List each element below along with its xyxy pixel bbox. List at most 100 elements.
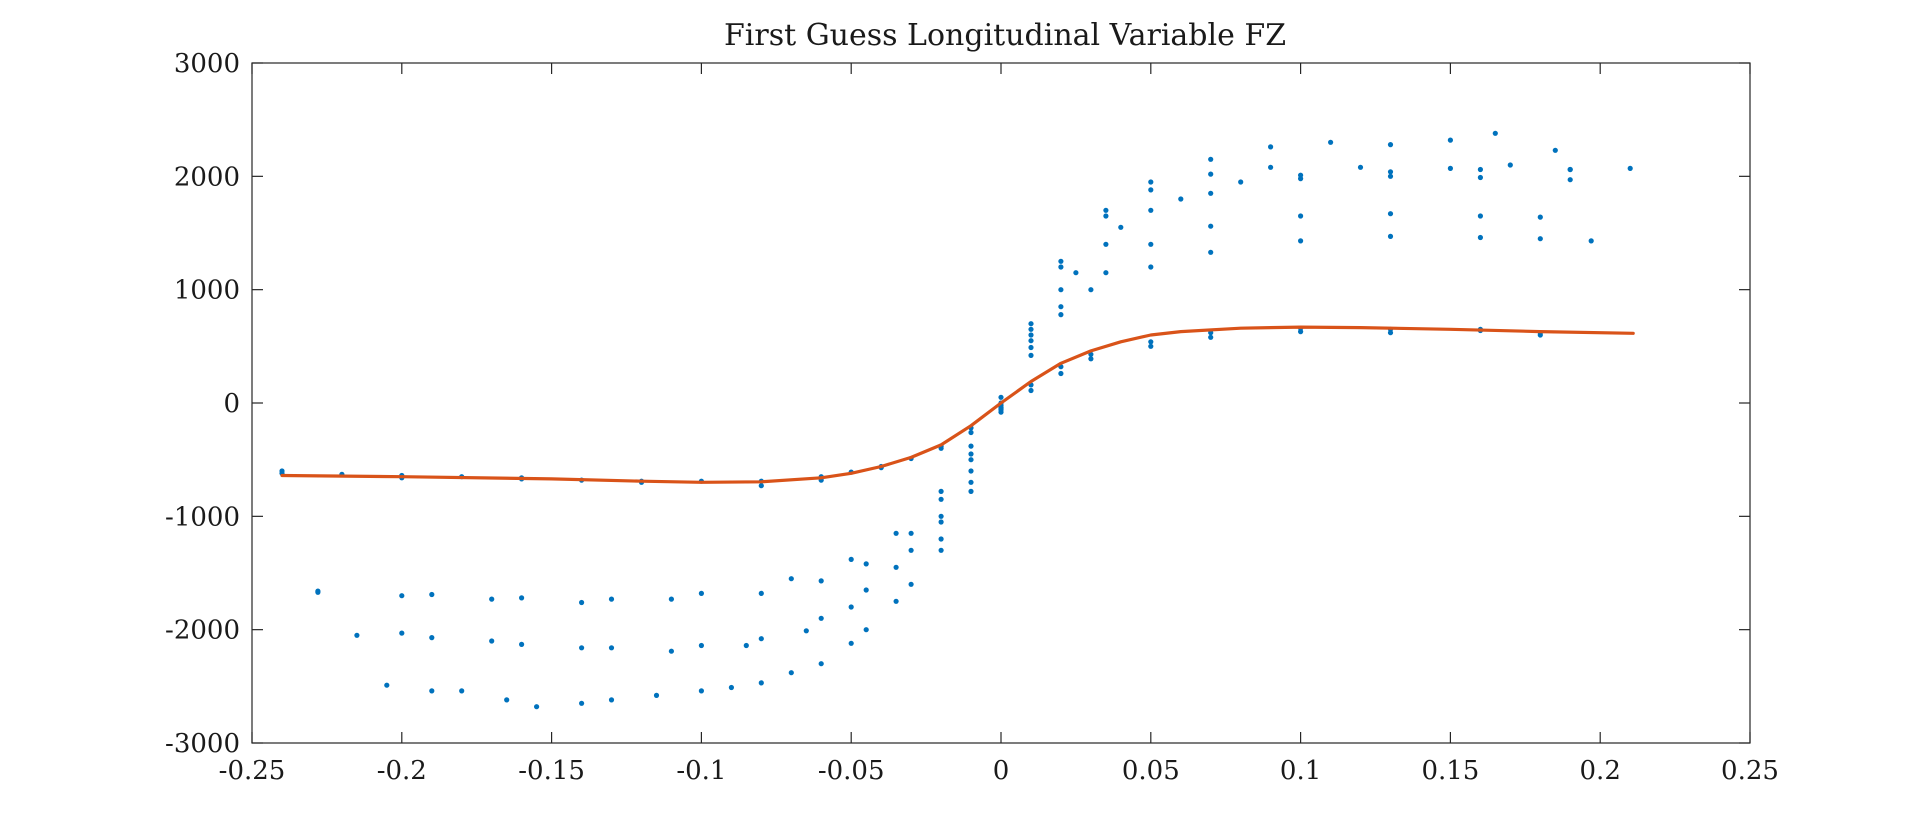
- data-point: [998, 394, 1004, 400]
- axis-ticks: [251, 62, 1751, 744]
- data-point: [968, 479, 974, 485]
- x-tick-label: -0.25: [219, 756, 286, 786]
- data-point: [1088, 287, 1094, 293]
- data-point: [1148, 241, 1154, 247]
- y-tick-label: 3000: [174, 49, 240, 79]
- x-tick-label: 0.05: [1122, 756, 1180, 786]
- data-point: [1552, 147, 1558, 153]
- data-point: [698, 590, 705, 597]
- data-point: [1028, 321, 1034, 327]
- data-point: [1103, 213, 1109, 219]
- data-point: [429, 591, 435, 598]
- x-tick-label: -0.2: [377, 756, 427, 786]
- data-point: [968, 443, 974, 449]
- data-point: [758, 636, 764, 642]
- chart-title: First Guess Longitudinal Variable FZ: [724, 18, 1286, 53]
- data-point: [758, 590, 764, 597]
- data-point: [893, 564, 899, 570]
- x-tick-label: 0: [993, 756, 1010, 786]
- data-point: [698, 642, 705, 649]
- x-tick-label: 0.1: [1280, 756, 1321, 786]
- data-point: [998, 409, 1004, 415]
- data-point: [1387, 330, 1394, 336]
- x-tick-label: -0.05: [818, 756, 885, 786]
- x-tick-label: -0.15: [518, 756, 585, 786]
- scatter-series: [399, 172, 1573, 654]
- data-point: [1357, 164, 1364, 170]
- x-tick-label: 0.2: [1580, 756, 1621, 786]
- data-point: [504, 697, 510, 703]
- x-tick-label: 0.15: [1421, 756, 1479, 786]
- data-point: [1148, 179, 1154, 185]
- y-tick-label: -3000: [165, 729, 240, 759]
- fit-line: [280, 325, 1635, 484]
- data-point: [848, 556, 854, 563]
- data-point: [1588, 238, 1594, 244]
- data-point: [968, 457, 974, 463]
- data-point: [1073, 270, 1079, 276]
- data-point: [1103, 270, 1109, 276]
- data-point: [1088, 356, 1094, 362]
- data-point: [1028, 338, 1034, 344]
- data-point: [818, 661, 824, 667]
- data-point: [818, 578, 824, 584]
- data-point: [743, 642, 749, 649]
- data-point: [1387, 173, 1394, 179]
- data-point: [519, 641, 525, 648]
- data-point: [1477, 174, 1483, 181]
- scatter-series: [384, 130, 1558, 710]
- data-point: [758, 483, 764, 489]
- x-tick-label: -0.1: [676, 756, 726, 786]
- data-point: [1387, 211, 1394, 217]
- data-point: [489, 638, 495, 644]
- data-point: [1148, 343, 1154, 349]
- data-point: [848, 640, 854, 646]
- data-point: [1178, 196, 1184, 202]
- data-point: [1103, 207, 1109, 213]
- data-point: [1328, 139, 1334, 145]
- data-point: [1387, 142, 1394, 148]
- data-point: [1148, 207, 1154, 213]
- data-point: [1298, 329, 1304, 335]
- data-point: [1477, 234, 1483, 241]
- data-point: [315, 588, 321, 594]
- data-point: [429, 688, 435, 694]
- data-point: [938, 513, 944, 519]
- data-point: [938, 488, 944, 494]
- data-point: [1507, 162, 1513, 168]
- data-point: [863, 627, 869, 633]
- x-tick-labels: -0.25 -0.2 -0.15 -0.1 -0.05 0 0.05 0.1 0.15 0.2 0.…: [219, 756, 1779, 786]
- data-point: [354, 632, 360, 638]
- data-point: [803, 628, 809, 634]
- data-point: [1492, 130, 1498, 136]
- plot-area: -0.25 -0.2 -0.15 -0.1 -0.05 0 0.05 0.1 0.15 0.2 0.…: [165, 49, 1779, 786]
- data-point: [399, 630, 405, 636]
- data-point: [1627, 165, 1633, 171]
- data-point: [938, 496, 944, 502]
- data-point: [1238, 179, 1244, 185]
- data-point: [1028, 352, 1034, 358]
- data-point: [968, 429, 974, 436]
- data-point: [1387, 169, 1394, 175]
- data-point: [429, 635, 435, 641]
- data-point: [608, 697, 615, 703]
- data-point: [608, 596, 615, 602]
- data-point: [1208, 223, 1214, 229]
- data-point: [1058, 287, 1064, 293]
- data-point: [938, 536, 944, 542]
- data-point: [893, 598, 899, 604]
- data-point: [1058, 304, 1064, 310]
- data-point: [399, 593, 405, 599]
- data-point: [653, 692, 660, 699]
- data-point: [1058, 370, 1064, 377]
- data-point: [863, 561, 869, 567]
- data-point: [1028, 332, 1034, 338]
- y-tick-label: -1000: [165, 502, 240, 532]
- y-tick-label: 1000: [174, 276, 240, 306]
- data-point: [908, 581, 914, 587]
- data-point: [1058, 264, 1064, 270]
- data-point: [1268, 144, 1274, 150]
- data-point: [1447, 165, 1453, 171]
- data-point: [1208, 190, 1214, 196]
